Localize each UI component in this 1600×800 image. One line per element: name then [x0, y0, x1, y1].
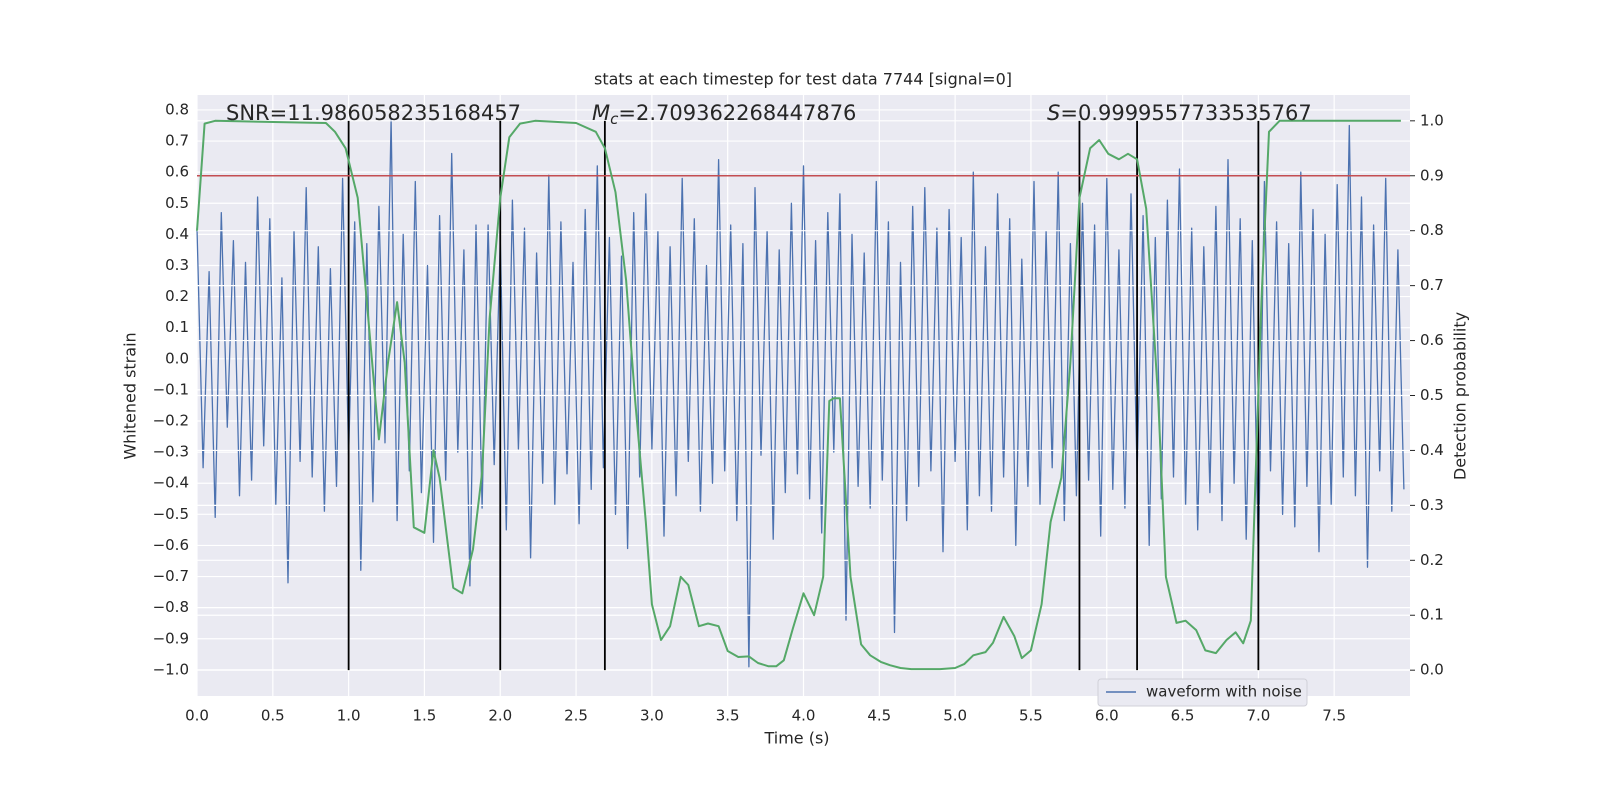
y2-tick-label: 0.9: [1420, 166, 1444, 184]
y-tick-label: −0.2: [153, 412, 189, 430]
x-tick-label: 4.5: [867, 707, 891, 725]
y-tick-label: −0.4: [153, 474, 189, 492]
y-axis-label: Whitened strain: [121, 332, 140, 459]
x-tick-label: 0.0: [185, 707, 209, 725]
x-tick-label: 6.5: [1171, 707, 1195, 725]
x-tick-label: 5.5: [1019, 707, 1043, 725]
x-tick-label: 3.0: [640, 707, 664, 725]
annotation-subscript: c: [610, 110, 619, 128]
y2-tick-label: 1.0: [1420, 111, 1444, 129]
probability-line: [196, 119, 1401, 671]
x-tick-label: 1.0: [337, 707, 361, 725]
y-tick-label: −0.7: [153, 567, 189, 585]
annotation-symbol: M: [592, 101, 610, 125]
y-tick-label: −0.9: [153, 629, 189, 647]
y-tick-label: −0.5: [153, 505, 189, 523]
x-tick-label: 0.5: [261, 707, 285, 725]
y2-tick-label: 0.6: [1420, 331, 1444, 349]
y2-tick-label: 0.4: [1420, 441, 1444, 459]
annotation-text: =0.9999557733535767: [1060, 101, 1311, 125]
y-tick-label: 0.3: [165, 256, 189, 274]
y-tick-label: −0.1: [153, 380, 189, 398]
y-tick-label: 0.8: [165, 100, 189, 118]
x-tick-label: 1.5: [413, 707, 437, 725]
y2-tick-label: 0.8: [1420, 221, 1444, 239]
x-tick-label: 3.5: [716, 707, 740, 725]
legend-label: waveform with noise: [1146, 683, 1302, 701]
x-tick-label: 2.5: [564, 707, 588, 725]
y-tick-label: 0.2: [165, 287, 189, 305]
x-tick-label: 2.0: [488, 707, 512, 725]
y-tick-label: −0.3: [153, 443, 189, 461]
y-tick-label: 0.5: [165, 194, 189, 212]
y2-tick-label: 0.7: [1420, 276, 1444, 294]
y2-tick-label: 0.1: [1420, 606, 1444, 624]
y-tick-label: 0.7: [165, 132, 189, 150]
x-axis-label: Time (s): [763, 729, 829, 748]
x-tick-label: 4.0: [792, 707, 816, 725]
y2-tick-label: 0.0: [1420, 661, 1444, 679]
y-tick-label: −1.0: [153, 660, 189, 678]
y2-tick-label: 0.2: [1420, 551, 1444, 569]
y-tick-label: 0.0: [165, 349, 189, 367]
y-tick-label: 0.6: [165, 163, 189, 181]
y-tick-label: −0.8: [153, 598, 189, 616]
chart-title: stats at each timestep for test data 774…: [594, 70, 1012, 89]
annotation-text: =2.709362268447876: [618, 101, 856, 125]
annotation-symbol: S: [1047, 101, 1060, 125]
x-tick-label: 5.0: [943, 707, 967, 725]
x-tick-label: 7.5: [1322, 707, 1346, 725]
y-tick-label: 0.1: [165, 318, 189, 336]
y2-tick-label: 0.3: [1420, 496, 1444, 514]
legend-box: [1097, 678, 1308, 707]
y-tick-label: 0.4: [165, 225, 189, 243]
y2-tick-label: 0.5: [1420, 386, 1444, 404]
x-tick-label: 6.0: [1095, 707, 1119, 725]
annotation: SNR=11.986058235168457: [226, 101, 521, 125]
y-tick-label: −0.6: [153, 536, 189, 554]
x-tick-label: 7.0: [1246, 707, 1270, 725]
annotation: Mc=2.709362268447876: [592, 101, 856, 128]
annotation: S=0.9999557733535767: [1047, 101, 1312, 125]
y2-axis-label: Detection probability: [1451, 312, 1470, 480]
legend: waveform with noise: [1097, 678, 1308, 707]
waveform-line: [196, 118, 1405, 668]
annotation-text: SNR=11.986058235168457: [226, 101, 521, 125]
